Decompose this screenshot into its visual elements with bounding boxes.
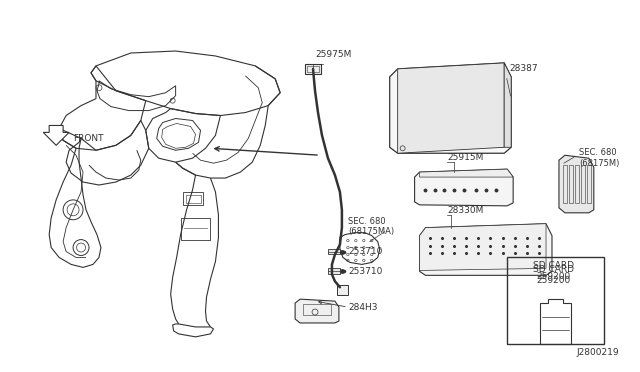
Polygon shape [415, 169, 513, 206]
Polygon shape [504, 63, 511, 147]
Bar [563, 165, 567, 203]
Polygon shape [397, 63, 504, 153]
Bar [575, 165, 579, 203]
Polygon shape [420, 169, 513, 177]
Text: 259200: 259200 [537, 276, 571, 285]
Text: 28387: 28387 [509, 64, 538, 73]
Bar [303, 304, 331, 315]
Text: SD CARD: SD CARD [534, 261, 575, 270]
Text: SEC. 680: SEC. 680 [348, 217, 385, 226]
Polygon shape [390, 63, 511, 153]
Text: FRONT: FRONT [73, 134, 104, 143]
Bar [182, 192, 202, 205]
Bar [337, 285, 348, 295]
Text: 253710: 253710 [348, 247, 382, 256]
Bar [328, 268, 340, 274]
Bar [307, 66, 319, 72]
Polygon shape [559, 155, 594, 213]
Text: 25975M: 25975M [315, 50, 351, 59]
Text: SD CARD: SD CARD [534, 265, 575, 274]
Text: 253710: 253710 [348, 267, 382, 276]
Text: 259200: 259200 [537, 272, 571, 281]
Polygon shape [420, 224, 546, 270]
Text: J2800219: J2800219 [576, 348, 619, 357]
Bar [569, 165, 573, 203]
Text: 284H3: 284H3 [348, 302, 378, 312]
Text: (68175M): (68175M) [579, 159, 620, 168]
Polygon shape [295, 299, 339, 323]
Bar [180, 218, 211, 240]
Text: (68175MA): (68175MA) [348, 227, 394, 236]
Text: SEC. 680: SEC. 680 [579, 148, 616, 157]
Bar [587, 165, 591, 203]
Bar [305, 64, 321, 74]
Polygon shape [44, 125, 69, 145]
Bar [186, 195, 200, 203]
Bar [507, 257, 604, 344]
Text: 25915M: 25915M [447, 153, 484, 162]
Bar [581, 165, 585, 203]
Polygon shape [420, 224, 552, 275]
Text: 28330M: 28330M [447, 206, 484, 215]
Bar [328, 248, 340, 254]
